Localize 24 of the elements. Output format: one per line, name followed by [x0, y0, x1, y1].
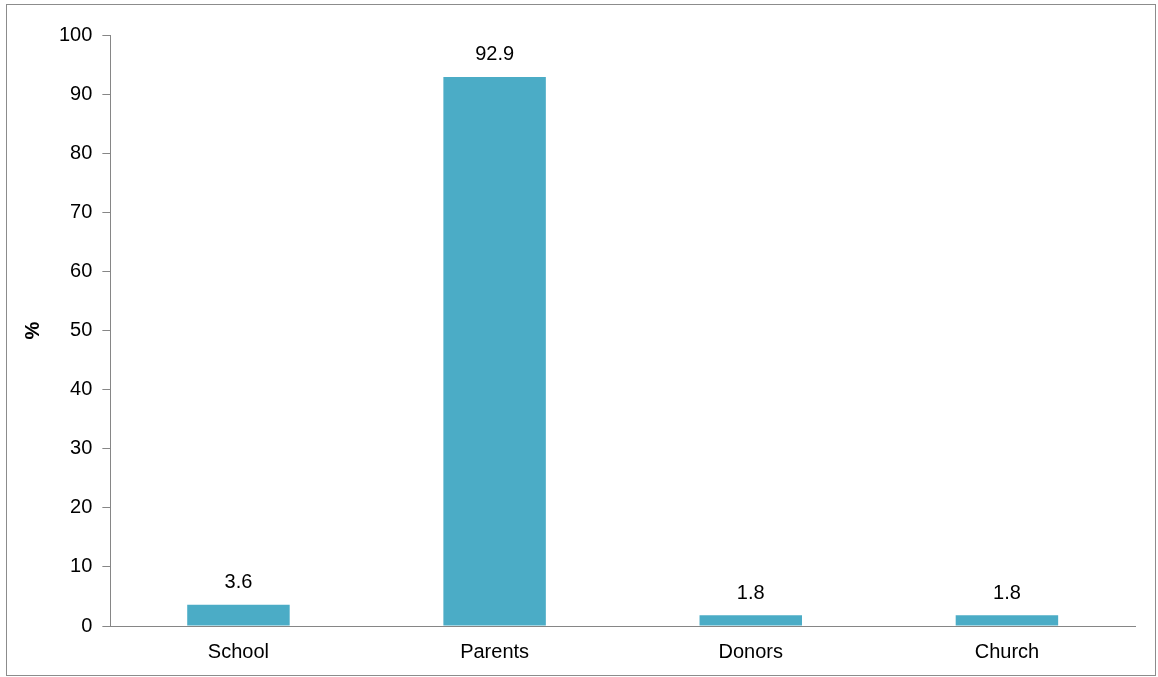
data-label: 1.8: [993, 580, 1021, 603]
bar: [443, 76, 546, 626]
y-tick-label: 20: [70, 495, 93, 518]
y-tick-label: 90: [70, 81, 93, 104]
y-tick-label: 100: [58, 22, 93, 45]
y-tick-label: 0: [81, 613, 93, 636]
y-tick-label: 30: [70, 436, 93, 459]
y-axis-title: %: [20, 321, 43, 340]
x-tick-label: Parents: [460, 639, 530, 662]
y-tick-label: 10: [70, 554, 93, 577]
data-label: 92.9: [475, 42, 515, 65]
y-tick-label: 60: [70, 258, 93, 281]
y-tick-label: 70: [70, 199, 93, 222]
x-tick-label: Donors: [718, 639, 784, 662]
x-tick-label: School: [207, 639, 270, 662]
y-tick-label: 50: [70, 318, 93, 341]
y-tick-label: 40: [70, 377, 93, 400]
data-label: 1.8: [736, 580, 765, 603]
y-tick-label: 80: [70, 140, 93, 163]
bar: [699, 615, 802, 626]
data-label: 3.6: [224, 570, 253, 593]
x-tick-label: Church: [974, 639, 1040, 662]
bar: [955, 615, 1059, 626]
bar: [187, 604, 290, 626]
